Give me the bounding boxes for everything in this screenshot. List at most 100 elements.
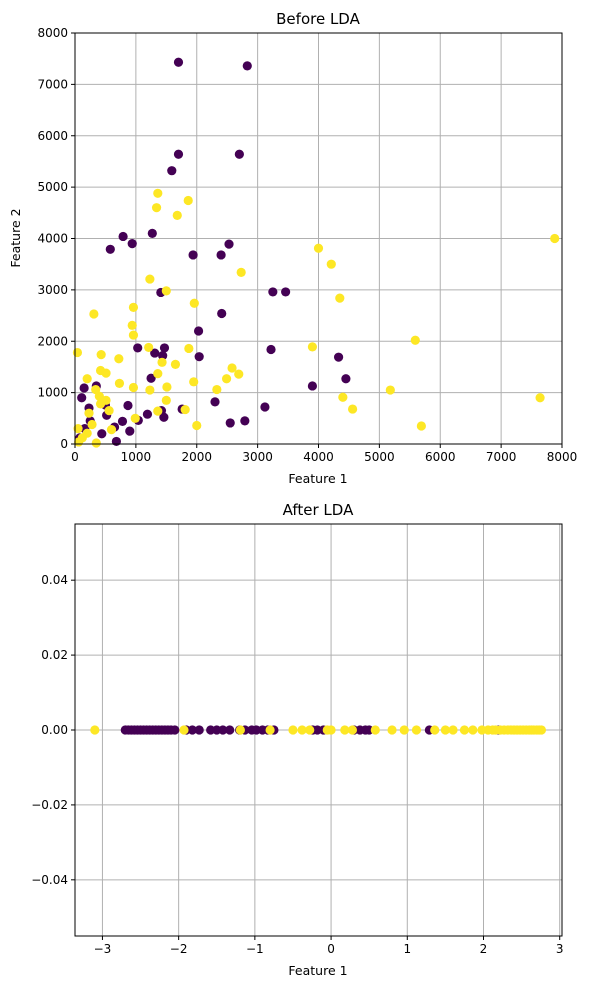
y-tick-label: 7000 (37, 77, 68, 91)
data-point-class-0 (188, 250, 198, 260)
data-point-class-1 (536, 725, 547, 735)
ticks: −3 −2 −1 0 1 2 3 −0.04 −0.02 0.00 0.02 0.04 (31, 573, 563, 956)
data-point-class-1 (184, 343, 194, 354)
data-point-class-0 (111, 436, 121, 447)
data-point-class-0 (125, 426, 135, 436)
data-point-class-0 (240, 416, 250, 426)
data-point-class-1 (399, 725, 409, 735)
data-point-class-1 (170, 359, 181, 369)
x-tick-label: 2 (480, 942, 488, 956)
data-point-class-1 (106, 425, 117, 435)
data-point-class-0 (224, 239, 234, 249)
data-point-class-1 (94, 391, 104, 401)
data-point-class-0 (123, 400, 133, 411)
data-point-class-0 (133, 343, 143, 353)
y-tick-label: 0 (60, 437, 68, 451)
x-tick-label: −1 (246, 942, 264, 956)
data-point-class-1 (212, 384, 222, 395)
data-point-class-0 (242, 61, 252, 71)
data-point-class-0 (193, 326, 204, 336)
data-point-class-0 (268, 287, 278, 297)
data-point-class-1 (162, 382, 172, 392)
data-point-class-1 (114, 354, 124, 364)
x-tick-label: 0 (71, 450, 79, 464)
x-axis-label: Feature 1 (288, 963, 347, 978)
data-point-class-1 (128, 302, 139, 312)
data-point-class-1 (127, 320, 137, 330)
chart-title: Before LDA (276, 10, 360, 28)
chart-before-lda: Before LDA 0 1000 2000 3000 4000 5000 6000 7000… (8, 10, 577, 486)
data-point-class-0 (142, 409, 153, 419)
data-point-class-0 (218, 725, 228, 735)
data-point-class-0 (158, 351, 168, 361)
data-point-class-1 (189, 377, 199, 387)
data-point-class-1 (151, 203, 162, 213)
data-point-class-1 (468, 725, 478, 735)
x-tick-label: 3 (556, 942, 564, 956)
data-point-class-0 (167, 166, 177, 176)
plot-area (90, 725, 547, 735)
data-point-class-0 (118, 231, 128, 242)
data-point-class-1 (235, 725, 245, 735)
data-point-class-1 (82, 374, 92, 384)
data-point-class-1 (157, 357, 167, 367)
data-point-class-1 (305, 725, 315, 735)
x-tick-label: −3 (94, 942, 112, 956)
data-point-class-1 (411, 725, 422, 735)
data-point-class-1 (82, 428, 92, 438)
data-point-class-1 (90, 725, 100, 735)
data-point-class-0 (147, 228, 157, 238)
data-point-class-1 (189, 298, 199, 308)
data-point-class-1 (221, 374, 232, 384)
x-tick-label: 5000 (364, 450, 395, 464)
y-tick-label: 0.02 (41, 648, 68, 662)
data-point-class-1 (448, 725, 458, 735)
data-point-class-0 (77, 393, 87, 403)
data-point-class-1 (410, 335, 420, 345)
x-tick-label: 0 (327, 942, 335, 956)
data-point-class-1 (340, 725, 350, 735)
data-point-class-1 (153, 369, 163, 379)
data-point-class-0 (341, 374, 351, 384)
data-point-class-1 (326, 725, 336, 735)
data-point-class-0 (266, 344, 276, 355)
data-point-class-1 (87, 419, 97, 430)
data-point-class-1 (91, 438, 101, 448)
data-point-class-1 (101, 368, 111, 378)
x-tick-label: 2000 (181, 450, 212, 464)
y-tick-label: 6000 (37, 129, 68, 143)
data-point-class-0 (105, 244, 115, 254)
data-point-class-1 (72, 347, 83, 358)
data-point-class-1 (338, 392, 348, 402)
data-point-class-1 (96, 350, 106, 360)
y-tick-label: 5000 (37, 180, 68, 194)
data-point-class-1 (95, 399, 106, 409)
x-tick-label: 8000 (547, 450, 578, 464)
data-point-class-1 (297, 725, 307, 735)
data-point-class-1 (370, 725, 380, 735)
data-point-class-0 (307, 381, 318, 391)
data-point-class-1 (84, 408, 94, 418)
x-tick-label: 1000 (121, 450, 152, 464)
y-tick-label: −0.02 (31, 798, 68, 812)
data-point-class-1 (161, 286, 171, 296)
data-point-class-1 (265, 725, 275, 735)
data-point-class-1 (161, 395, 171, 405)
x-tick-label: 1 (403, 942, 411, 956)
data-point-class-1 (313, 243, 324, 253)
x-tick-label: −2 (170, 942, 188, 956)
data-point-class-0 (170, 725, 180, 735)
data-point-class-1 (130, 413, 140, 423)
data-point-class-0 (117, 416, 128, 426)
data-point-class-1 (234, 369, 244, 379)
data-point-class-1 (288, 725, 298, 735)
data-point-class-0 (333, 352, 344, 362)
y-tick-label: −0.04 (31, 873, 68, 887)
data-point-class-1 (145, 385, 155, 395)
data-point-class-1 (179, 725, 189, 735)
x-tick-label: 4000 (303, 450, 334, 464)
data-point-class-0 (173, 149, 184, 159)
y-tick-label: 0.04 (41, 573, 68, 587)
data-point-class-0 (216, 250, 226, 260)
